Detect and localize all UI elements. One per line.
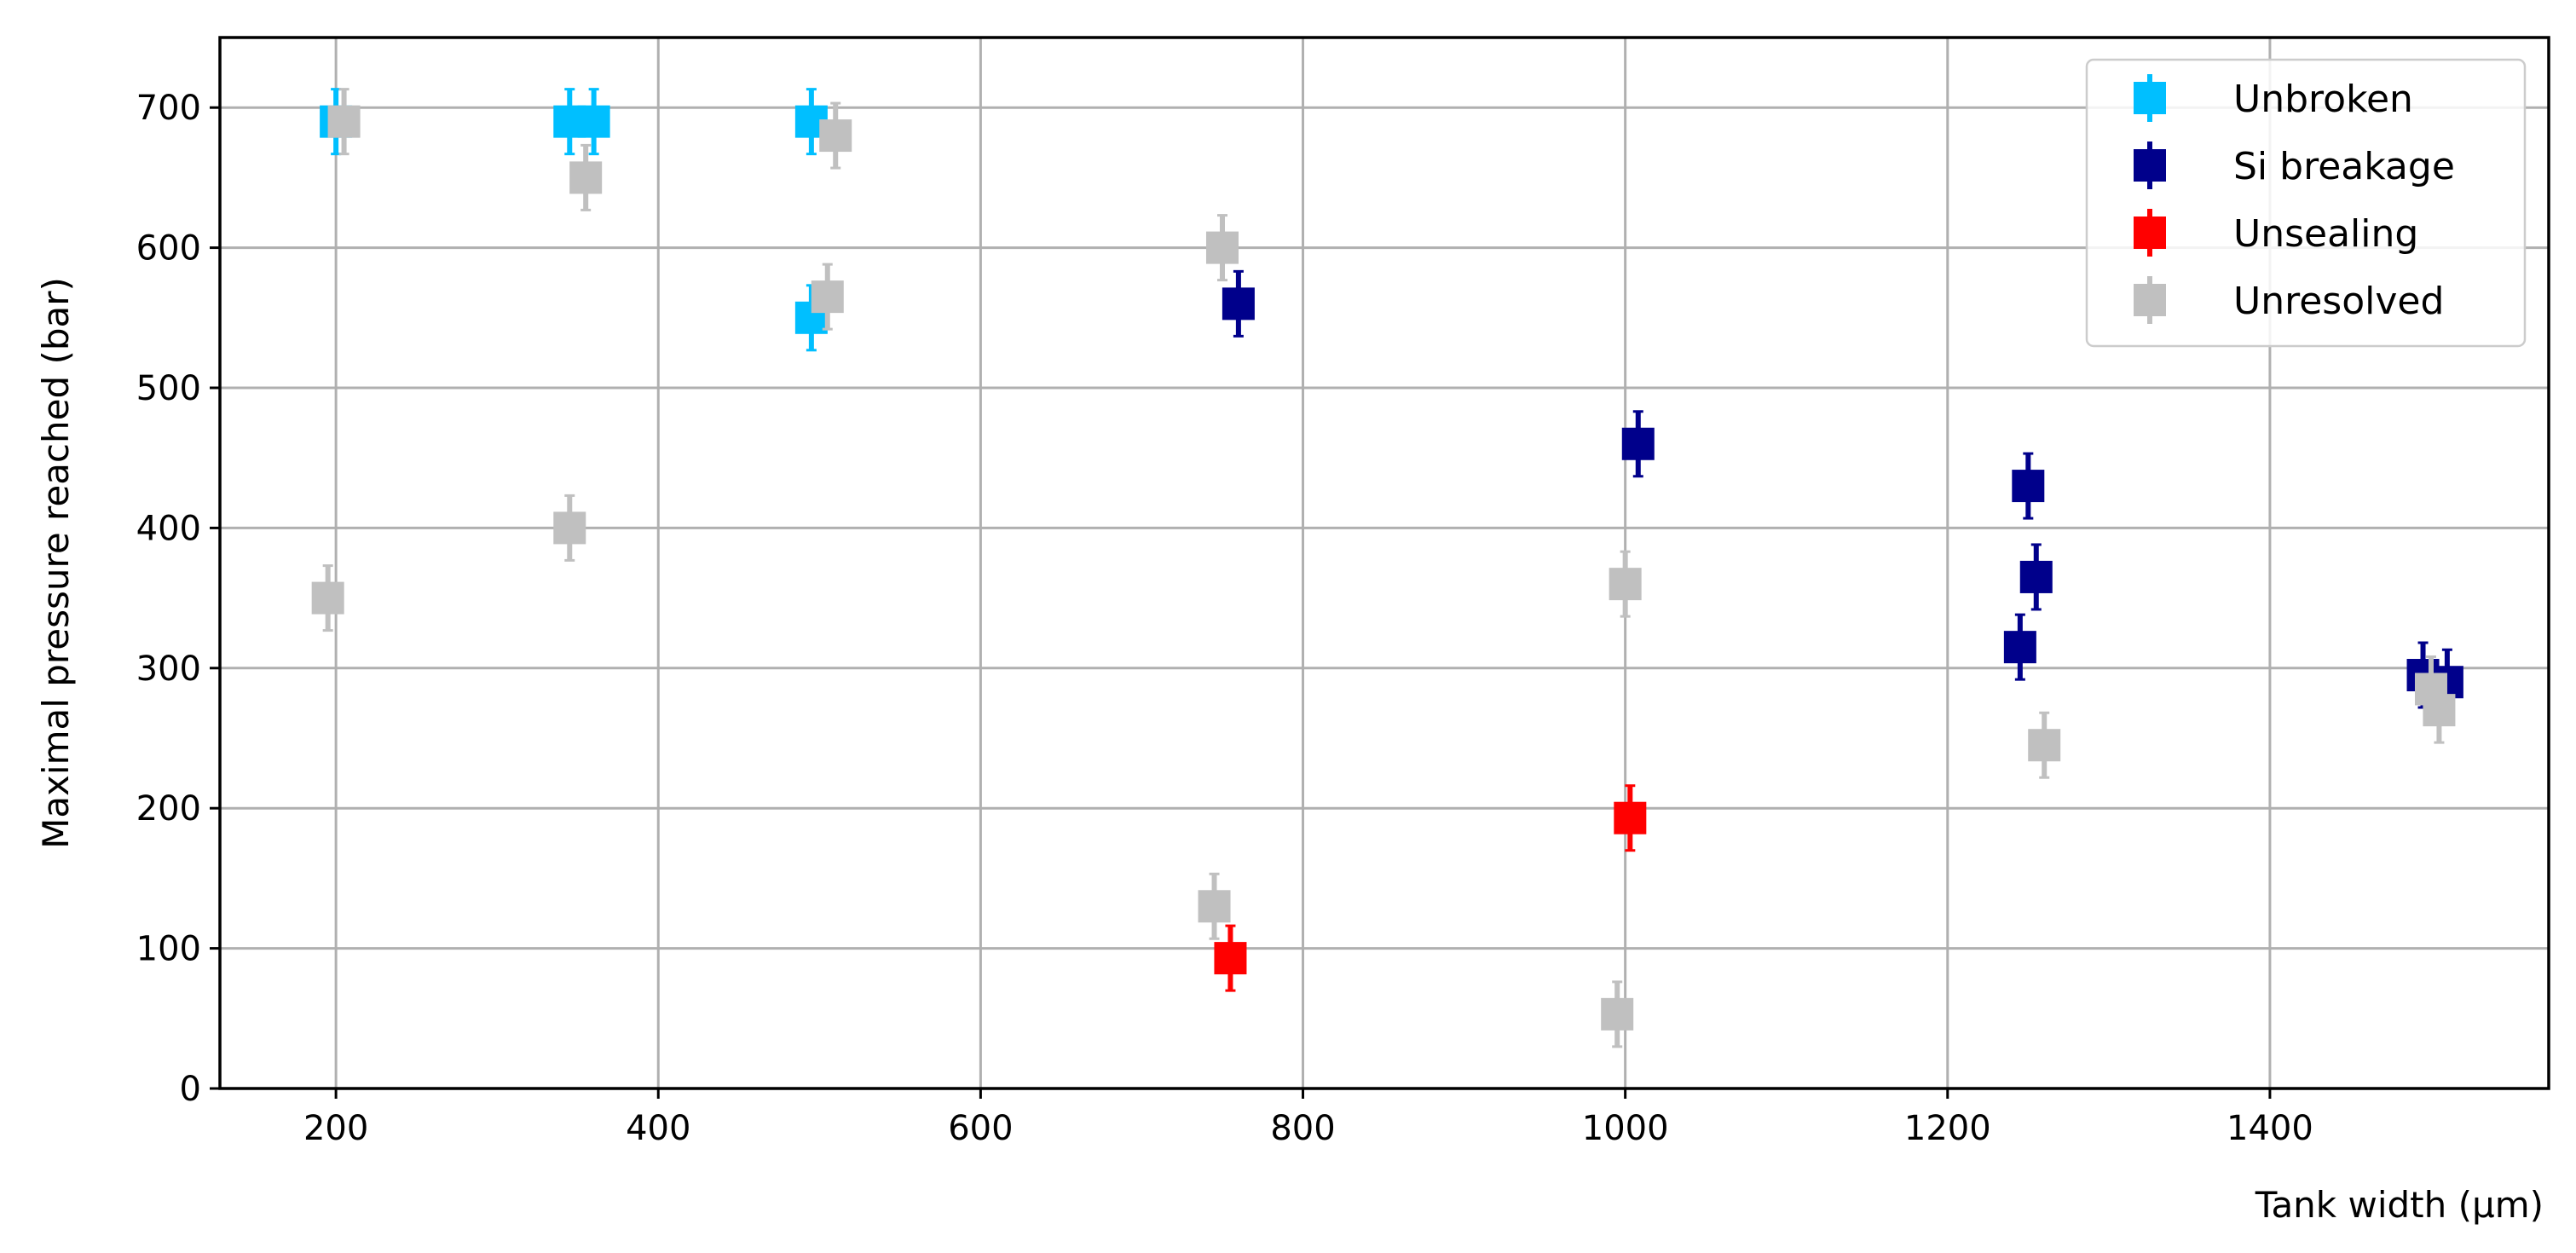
legend: Unbroken Si breakage Unsealing Unresolved bbox=[2085, 58, 2527, 348]
data-point-unresolved bbox=[1205, 214, 1239, 282]
plot-frame bbox=[218, 36, 2550, 1090]
marker-square bbox=[1214, 942, 1247, 975]
data-point-unresolved bbox=[819, 101, 852, 170]
legend-label: Unresolved bbox=[2233, 280, 2444, 323]
x-tick-label: 200 bbox=[303, 1109, 368, 1148]
data-point-unresolved bbox=[1198, 872, 1231, 940]
data-point-si-breakage bbox=[2012, 452, 2045, 520]
marker-square bbox=[2423, 694, 2456, 727]
data-point-si-breakage bbox=[1222, 269, 1255, 338]
data-point-unresolved bbox=[569, 143, 603, 211]
marker-square bbox=[2028, 729, 2061, 762]
y-tick-label: 700 bbox=[136, 89, 201, 128]
legend-entry: Unsealing bbox=[2134, 209, 2418, 257]
marker-square bbox=[327, 105, 361, 138]
y-tick-label: 100 bbox=[136, 930, 201, 969]
x-tick-label: 1200 bbox=[1904, 1109, 1991, 1148]
marker-square bbox=[1609, 568, 1642, 601]
marker-square bbox=[2012, 470, 2045, 503]
data-point-unresolved bbox=[327, 88, 361, 156]
x-tick-label: 400 bbox=[626, 1109, 690, 1148]
x-tick-label: 1000 bbox=[1582, 1109, 1669, 1148]
legend-marker bbox=[2134, 284, 2166, 316]
marker-square bbox=[1621, 427, 1655, 460]
legend-entry: Si breakage bbox=[2134, 141, 2455, 189]
marker-square bbox=[819, 119, 852, 153]
legend-label: Si breakage bbox=[2233, 145, 2455, 188]
x-tick-label: 600 bbox=[948, 1109, 1013, 1148]
data-point-unresolved bbox=[2028, 711, 2061, 779]
marker-square bbox=[2019, 560, 2053, 593]
marker-square bbox=[2003, 631, 2036, 664]
legend-entry: Unresolved bbox=[2134, 276, 2444, 324]
legend-label: Unsealing bbox=[2233, 212, 2418, 256]
y-tick-label: 200 bbox=[136, 789, 201, 829]
y-tick-label: 600 bbox=[136, 229, 201, 268]
marker-square bbox=[569, 161, 603, 194]
y-tick-label: 0 bbox=[180, 1070, 201, 1109]
legend-marker bbox=[2134, 82, 2166, 114]
data-point-unresolved bbox=[1601, 980, 1634, 1048]
y-tick-label: 300 bbox=[136, 650, 201, 689]
data-point-unsealing bbox=[1214, 924, 1247, 992]
axis-ticks: 200 400 600 800 1000 1200 1400 0 100 200 300 400 500… bbox=[136, 89, 2313, 1148]
marker-square bbox=[1601, 997, 1634, 1031]
y-axis-label: Maximal pressure reached (bar) bbox=[35, 277, 77, 849]
x-axis-label: Tank width (μm) bbox=[2255, 1184, 2544, 1226]
marker-square bbox=[1198, 890, 1231, 923]
data-point-unresolved bbox=[1609, 550, 1642, 618]
x-tick-label: 800 bbox=[1270, 1109, 1335, 1148]
marker-square bbox=[1205, 231, 1239, 264]
marker-square bbox=[553, 511, 586, 545]
marker-square bbox=[1222, 287, 1255, 320]
legend-label: Unbroken bbox=[2233, 78, 2413, 121]
data-points bbox=[311, 88, 2463, 1048]
y-tick-label: 500 bbox=[136, 369, 201, 408]
marker-square bbox=[1614, 801, 1647, 834]
data-point-unsealing bbox=[1614, 784, 1647, 852]
legend-box bbox=[2085, 58, 2527, 348]
data-point-unresolved bbox=[2423, 676, 2456, 744]
marker-square bbox=[811, 280, 844, 314]
data-point-si-breakage bbox=[1621, 410, 1655, 478]
data-point-si-breakage bbox=[2003, 613, 2036, 681]
data-point-unresolved bbox=[553, 494, 586, 562]
data-point-unresolved bbox=[311, 564, 344, 632]
data-point-unbroken bbox=[577, 88, 610, 156]
marker-square bbox=[577, 105, 610, 138]
x-tick-label: 1400 bbox=[2227, 1109, 2313, 1148]
data-point-si-breakage bbox=[2019, 543, 2053, 611]
legend-marker bbox=[2134, 217, 2166, 249]
data-point-unresolved bbox=[811, 263, 844, 331]
y-tick-label: 400 bbox=[136, 509, 201, 548]
legend-entry: Unbroken bbox=[2134, 74, 2413, 122]
legend-marker bbox=[2134, 149, 2166, 182]
marker-square bbox=[311, 581, 344, 615]
